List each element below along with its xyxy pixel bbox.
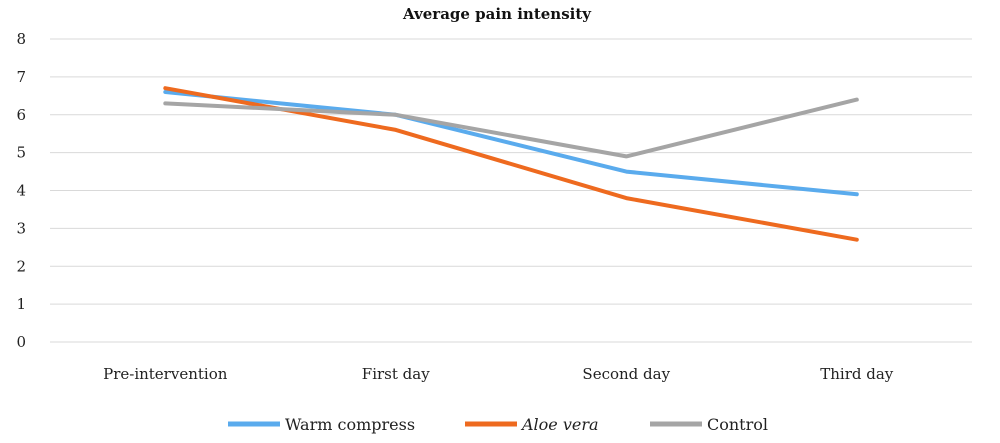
- legend-label: Warm compress: [285, 415, 415, 434]
- x-tick-label: Second day: [582, 365, 670, 383]
- legend-label: Control: [707, 415, 768, 434]
- gridlines: [50, 38, 972, 343]
- series-lines: [163, 86, 859, 242]
- x-tick-label: Third day: [820, 365, 894, 383]
- y-tick-label: 1: [16, 295, 26, 313]
- series-line-1: [163, 86, 859, 242]
- chart-title: Average pain intensity: [402, 5, 592, 23]
- y-tick-label: 3: [16, 219, 26, 237]
- series-line-0: [163, 90, 859, 197]
- y-tick-label: 8: [16, 30, 26, 48]
- y-tick-label: 0: [16, 333, 26, 351]
- y-tick-label: 5: [16, 144, 26, 162]
- y-tick-label: 6: [16, 106, 26, 124]
- y-axis-tick-labels: 0 1 2 3 4 5 6 7 8: [16, 30, 26, 351]
- y-tick-label: 2: [16, 257, 26, 275]
- legend: Warm compress Aloe vera Control: [228, 415, 768, 434]
- series-line-2: [163, 97, 859, 159]
- x-axis-tick-labels: Pre-intervention First day Second day Third…: [103, 365, 894, 383]
- x-tick-label: Pre-intervention: [103, 365, 228, 383]
- y-tick-label: 7: [16, 68, 26, 86]
- y-tick-label: 4: [16, 182, 26, 200]
- x-tick-label: First day: [362, 365, 430, 383]
- legend-label: Aloe vera: [520, 415, 599, 434]
